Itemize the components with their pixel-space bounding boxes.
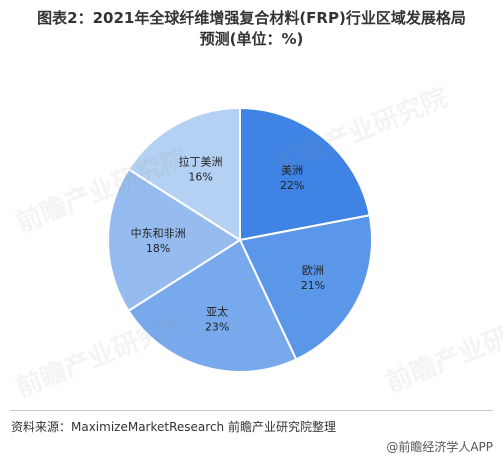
slice-value-label: 23% [205, 321, 229, 334]
chart-title: 图表2：2021年全球纤维增强复合材料(FRP)行业区域发展格局 预测(单位：%… [0, 8, 503, 50]
pie-slice [239, 106, 371, 242]
slice-value-label: 18% [146, 242, 170, 255]
brand-credit: @前瞻经济学人APP [386, 440, 493, 454]
slice-category-label: 美洲 [281, 164, 303, 177]
slice-value-label: 22% [280, 179, 304, 192]
chart-title-line2: 预测(单位：%) [199, 30, 304, 48]
slice-category-label: 拉丁美洲 [179, 154, 223, 168]
pie-slice [127, 238, 298, 373]
pie-slice [107, 167, 242, 313]
footer-divider [10, 410, 493, 411]
source-note: 资料来源：MaximizeMarketResearch 前瞻产业研究院整理 [11, 420, 336, 434]
slice-value-label: 21% [301, 279, 325, 292]
pie-slices [107, 106, 373, 373]
pie-labels: 美洲 22% 欧洲 21% 亚太 23% 中东和非洲 18% 拉丁美洲 16% [131, 154, 325, 333]
slice-category-label: 中东和非洲 [131, 227, 186, 240]
chart-title-line1: 图表2：2021年全球纤维增强复合材料(FRP)行业区域发展格局 [37, 9, 466, 27]
slice-category-label: 欧洲 [302, 264, 324, 277]
pie-slice [127, 106, 241, 242]
slice-value-label: 16% [188, 170, 212, 183]
slice-category-label: 亚太 [206, 306, 228, 319]
pie-slice [238, 214, 373, 361]
